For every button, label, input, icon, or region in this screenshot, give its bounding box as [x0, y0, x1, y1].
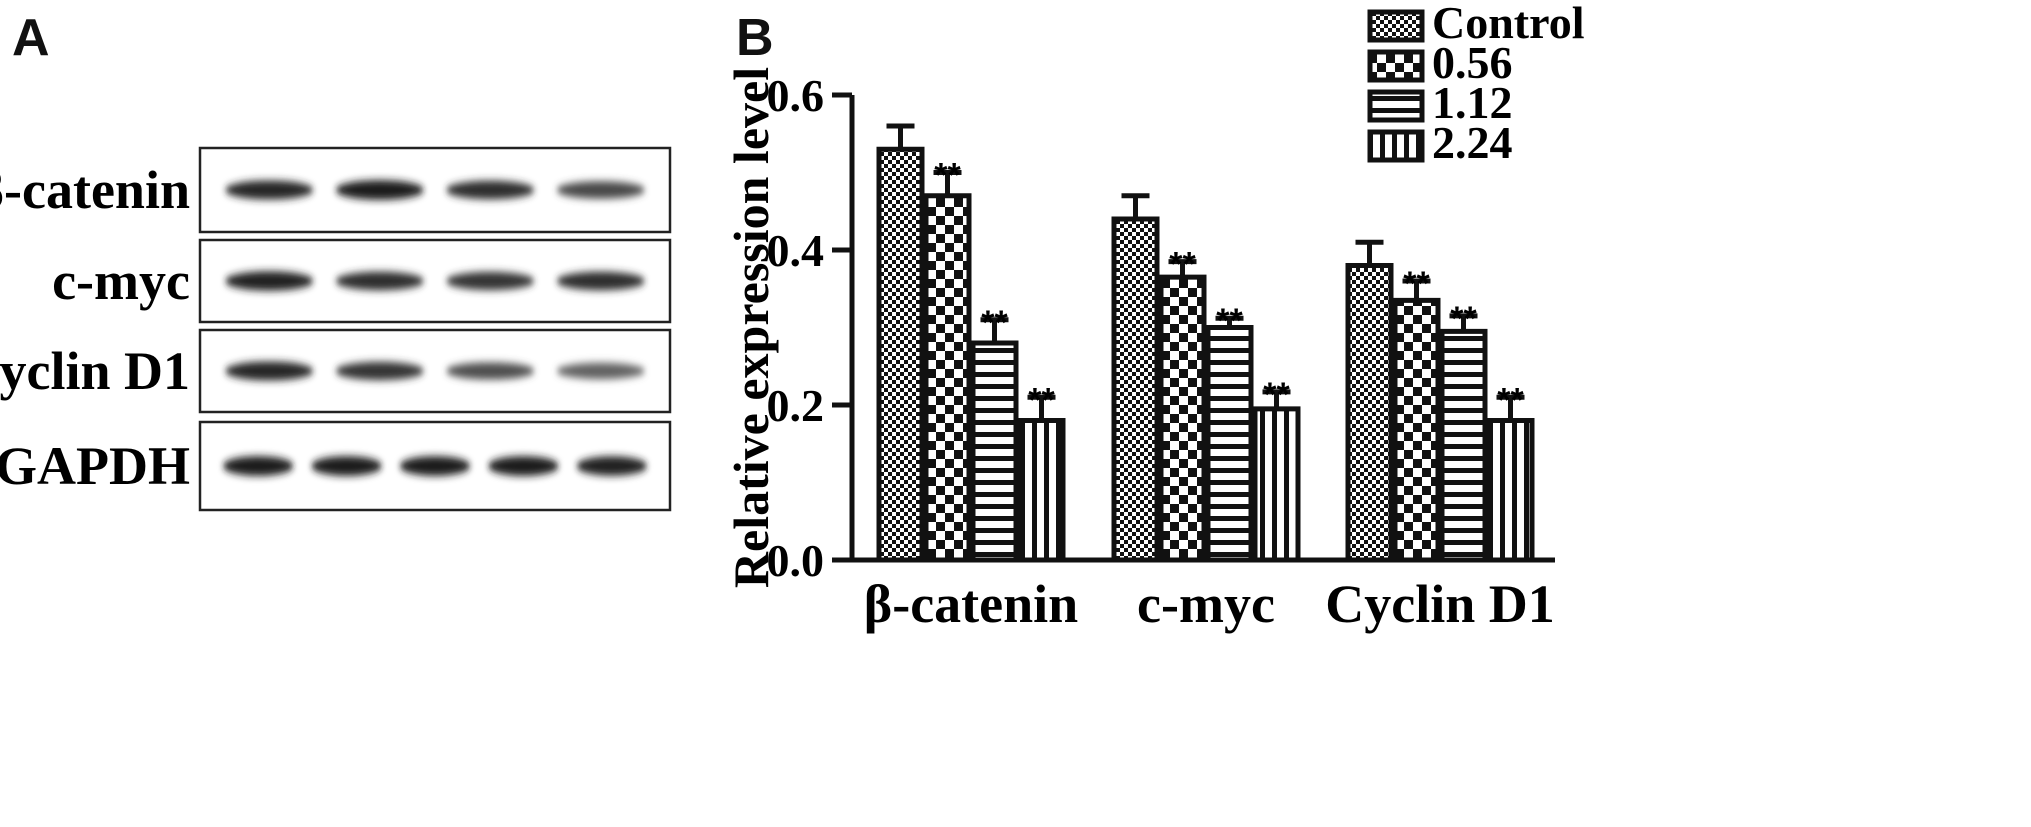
blot-band [556, 362, 645, 380]
significance-marker: ** [1028, 381, 1055, 419]
significance-marker: ** [934, 157, 961, 195]
panel-b-label: B [736, 9, 774, 67]
blot-band [556, 181, 645, 199]
significance-marker: ** [1216, 302, 1243, 340]
blot-band [446, 180, 535, 200]
category-label: β-catenin [864, 574, 1078, 634]
blot-band [488, 456, 559, 476]
bar-group: ** ** ** [1111, 193, 1301, 563]
blot-band [446, 362, 535, 380]
western-blot-panel: β-catenin c-myc Cyclin D1 GAPDH [0, 146, 672, 512]
significance-marker: ** [1450, 300, 1477, 338]
blot-band [222, 456, 294, 476]
blot-band [311, 456, 382, 476]
blot-row-label: β-catenin [0, 160, 190, 220]
bar [1252, 406, 1301, 563]
significance-marker: ** [1497, 381, 1524, 419]
blot-row: β-catenin [0, 146, 672, 234]
blot-row: Cyclin D1 [0, 328, 672, 414]
blot-band [446, 271, 535, 291]
blot-band [576, 456, 648, 476]
legend-swatch [1367, 49, 1425, 83]
significance-marker: ** [1263, 376, 1290, 414]
blot-row: GAPDH [0, 420, 672, 512]
panel-a-label: A [12, 9, 50, 67]
blot-row-label: c-myc [52, 251, 190, 311]
y-tick-label: 0.6 [767, 70, 825, 121]
blot-band [556, 271, 645, 291]
y-tick-label: 0.4 [767, 225, 825, 276]
y-tick-label: 0.0 [767, 535, 825, 586]
blot-band [335, 271, 424, 291]
legend-label: 2.24 [1432, 117, 1513, 168]
bar [923, 193, 972, 563]
bar [1439, 328, 1488, 563]
bar [1392, 297, 1441, 563]
bar [876, 146, 925, 563]
significance-marker: ** [1403, 265, 1430, 303]
legend-label: 0.56 [1432, 37, 1513, 88]
blot-band [335, 180, 424, 200]
legend-label: 1.12 [1432, 77, 1513, 128]
blot-band [225, 361, 314, 381]
category-label: c-myc [1137, 574, 1275, 634]
category-label: Cyclin D1 [1325, 574, 1555, 634]
blot-band [225, 271, 314, 291]
legend-swatch [1367, 9, 1425, 43]
bar [970, 340, 1019, 563]
significance-marker: ** [981, 304, 1008, 342]
bar [1205, 325, 1254, 563]
blot-row: c-myc [52, 238, 672, 324]
bar [1017, 418, 1066, 563]
bar [1345, 263, 1394, 563]
bar-group: ** ** ** [1345, 239, 1535, 563]
legend-swatch [1367, 129, 1425, 163]
blot-row-label: Cyclin D1 [0, 341, 190, 401]
blot-band [335, 361, 424, 381]
bar [1486, 418, 1535, 563]
bar-group: ** ** ** [876, 123, 1066, 563]
y-axis-title: Relative expression level [723, 67, 779, 588]
blot-band [399, 456, 471, 476]
bar [1158, 274, 1207, 563]
blot-row-label: GAPDH [0, 436, 190, 496]
legend-swatch [1367, 89, 1425, 123]
blot-band [225, 180, 314, 200]
bar [1111, 216, 1160, 563]
legend-label: Control [1432, 0, 1585, 48]
y-tick-label: 0.2 [767, 380, 825, 431]
significance-marker: ** [1169, 246, 1196, 284]
